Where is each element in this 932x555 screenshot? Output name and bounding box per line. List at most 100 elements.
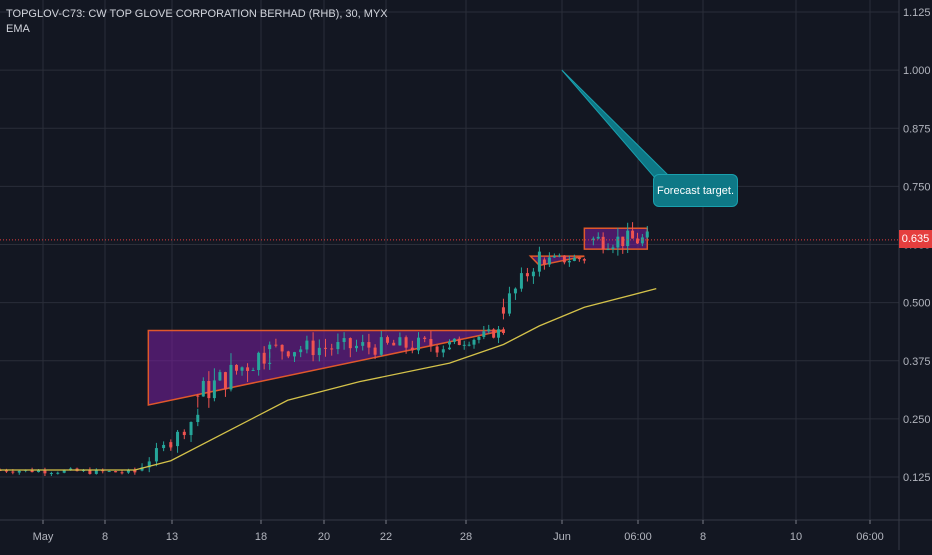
candle-body[interactable] xyxy=(448,341,451,345)
candle-body[interactable] xyxy=(229,364,233,390)
candle-body[interactable] xyxy=(196,414,200,423)
candle-body[interactable] xyxy=(201,380,205,397)
candle-body[interactable] xyxy=(218,372,222,381)
candle-body[interactable] xyxy=(262,352,266,364)
candle-body[interactable] xyxy=(562,255,566,263)
candle-body[interactable] xyxy=(30,469,34,473)
candle-body[interactable] xyxy=(596,236,600,239)
candle-body[interactable] xyxy=(235,364,239,371)
candle-body[interactable] xyxy=(423,337,427,339)
candle-body[interactable] xyxy=(361,342,365,346)
pattern-triangle-1[interactable] xyxy=(147,329,504,406)
candle-body[interactable] xyxy=(547,257,551,265)
candle-body[interactable] xyxy=(441,349,445,353)
candle-body[interactable] xyxy=(223,372,227,390)
candle-body[interactable] xyxy=(154,448,158,462)
candle-body[interactable] xyxy=(429,338,433,347)
candle-body[interactable] xyxy=(577,257,581,260)
candle-body[interactable] xyxy=(477,336,481,340)
candle-body[interactable] xyxy=(107,471,111,473)
candle-body[interactable] xyxy=(286,351,290,357)
candle-body[interactable] xyxy=(379,337,383,355)
candle-body[interactable] xyxy=(355,345,358,349)
candle-body[interactable] xyxy=(62,470,66,473)
candle-body[interactable] xyxy=(94,469,98,474)
candle-body[interactable] xyxy=(69,468,73,471)
candle-body[interactable] xyxy=(37,470,41,473)
candle-body[interactable] xyxy=(299,349,303,353)
candle-body[interactable] xyxy=(49,473,53,475)
candle-body[interactable] xyxy=(162,444,166,449)
candle-body[interactable] xyxy=(616,236,620,248)
candle-body[interactable] xyxy=(645,231,649,238)
candle-body[interactable] xyxy=(17,470,21,473)
candle-body[interactable] xyxy=(501,329,505,334)
candle-body[interactable] xyxy=(591,238,595,240)
candle-body[interactable] xyxy=(251,369,255,371)
candle-body[interactable] xyxy=(542,259,546,265)
candle-body[interactable] xyxy=(537,251,541,272)
candle-body[interactable] xyxy=(492,329,496,338)
candle-body[interactable] xyxy=(268,344,272,350)
candle-body[interactable] xyxy=(635,238,639,244)
candle-body[interactable] xyxy=(531,271,535,277)
candle-body[interactable] xyxy=(11,471,15,473)
candle-body[interactable] xyxy=(467,344,471,346)
candle-body[interactable] xyxy=(274,344,278,346)
candle-body[interactable] xyxy=(482,331,486,337)
candle-body[interactable] xyxy=(457,338,461,346)
candle-body[interactable] xyxy=(392,342,396,346)
candle-body[interactable] xyxy=(317,347,321,356)
candle-body[interactable] xyxy=(212,380,216,399)
candle-body[interactable] xyxy=(342,338,346,343)
candle-body[interactable] xyxy=(56,472,60,474)
candle-body[interactable] xyxy=(257,352,261,370)
candle-body[interactable] xyxy=(240,367,244,371)
candle-body[interactable] xyxy=(311,340,315,356)
candle-body[interactable] xyxy=(640,237,644,244)
candle-body[interactable] xyxy=(611,247,615,250)
candle-body[interactable] xyxy=(501,307,505,314)
candle-body[interactable] xyxy=(606,249,610,251)
candle-body[interactable] xyxy=(114,471,118,473)
candle-body[interactable] xyxy=(557,255,561,257)
candle-body[interactable] xyxy=(43,470,47,474)
candle-body[interactable] xyxy=(126,469,130,473)
candle-body[interactable] xyxy=(398,337,402,346)
candle-body[interactable] xyxy=(417,337,420,351)
candle-body[interactable] xyxy=(462,344,466,346)
candle-body[interactable] xyxy=(452,338,456,342)
candle-body[interactable] xyxy=(330,348,334,350)
candle-body[interactable] xyxy=(552,255,556,258)
candle-body[interactable] xyxy=(207,380,211,399)
candle-body[interactable] xyxy=(582,259,586,261)
candle-body[interactable] xyxy=(324,347,327,349)
candle-body[interactable] xyxy=(88,469,92,474)
candle-body[interactable] xyxy=(176,431,180,447)
candle-body[interactable] xyxy=(169,442,173,447)
candle-body[interactable] xyxy=(305,340,309,350)
candle-body[interactable] xyxy=(631,230,635,239)
candle-body[interactable] xyxy=(572,257,576,261)
candle-body[interactable] xyxy=(280,344,284,352)
candle-body[interactable] xyxy=(497,329,501,338)
candle-body[interactable] xyxy=(386,337,389,343)
candle-body[interactable] xyxy=(196,395,200,397)
candle-body[interactable] xyxy=(448,347,451,350)
candle-body[interactable] xyxy=(268,362,272,364)
candle-body[interactable] xyxy=(120,472,124,474)
symbol-title[interactable]: TOPGLOV-C73: CW TOP GLOVE CORPORATION BE… xyxy=(6,8,388,20)
candle-body[interactable] xyxy=(567,260,571,263)
candle-body[interactable] xyxy=(525,273,529,277)
candle-body[interactable] xyxy=(435,346,439,353)
candle-body[interactable] xyxy=(4,470,8,472)
ema-line[interactable] xyxy=(0,288,657,471)
indicator-label[interactable]: EMA xyxy=(6,23,30,35)
candle-body[interactable] xyxy=(601,236,605,250)
candle-body[interactable] xyxy=(519,273,523,289)
candle-body[interactable] xyxy=(336,342,340,350)
candle-body[interactable] xyxy=(367,342,371,348)
forecast-callout[interactable]: Forecast target. xyxy=(653,174,738,207)
